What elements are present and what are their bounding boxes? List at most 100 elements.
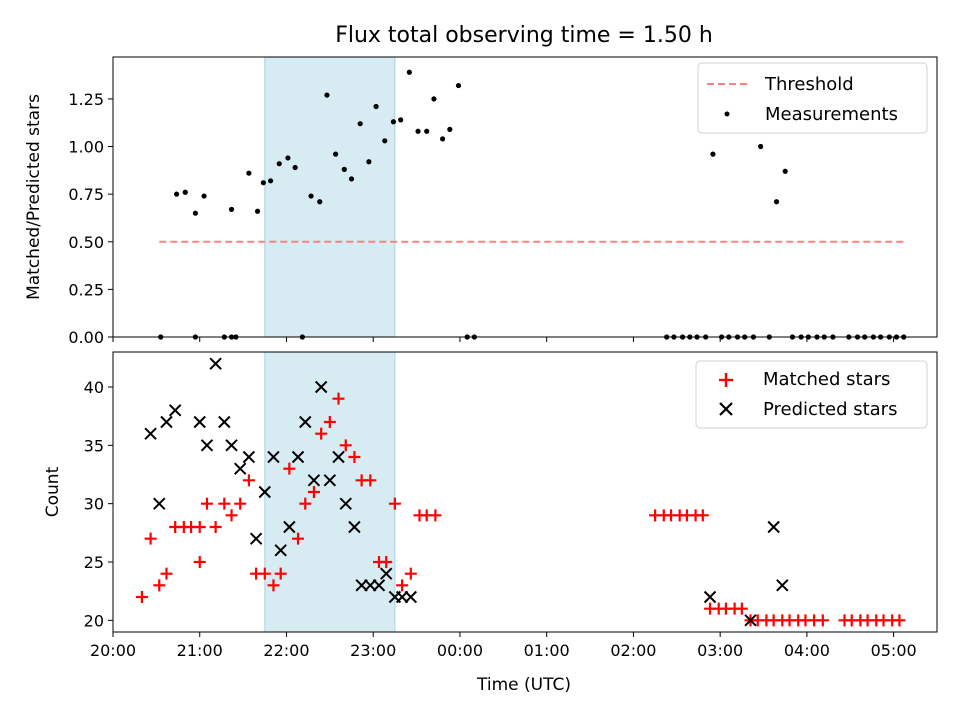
top-y-tick-label: 0.25	[68, 280, 104, 299]
measurement-point	[324, 92, 330, 98]
matched-star-point	[696, 509, 709, 522]
matched-star-point	[144, 532, 157, 545]
matched-star-point	[209, 521, 222, 533]
measurement-point	[267, 178, 274, 184]
legend-measurements-label: Measurements	[765, 104, 898, 125]
predicted-star-point	[168, 404, 182, 417]
predicted-star-point	[267, 450, 280, 464]
predicted-star-point	[404, 590, 418, 604]
matched-star-point	[292, 532, 305, 545]
measurement-point	[276, 161, 282, 167]
matched-star-point	[332, 392, 345, 405]
predicted-star-point	[200, 439, 214, 452]
measurement-point	[348, 176, 355, 182]
matched-star-point	[396, 579, 409, 592]
matched-star-point	[267, 579, 280, 592]
legend-threshold-label: Threshold	[764, 74, 854, 95]
top-y-tick-label: 0.50	[68, 233, 104, 252]
predicted-star-point	[307, 474, 321, 487]
x-axis-label: Time (UTC)	[476, 675, 571, 695]
matched-star-point	[893, 614, 906, 627]
bottom-x-tick-label: 20:00	[90, 641, 136, 660]
measurement-point	[382, 138, 388, 144]
measurement-point	[773, 199, 780, 205]
measurement-point	[260, 180, 266, 186]
measurement-point	[758, 143, 764, 150]
predicted-star-point	[380, 567, 393, 580]
matched-star-point	[193, 556, 206, 568]
predicted-star-point	[299, 415, 312, 429]
measurement-point	[366, 159, 372, 165]
measurement-point	[710, 151, 716, 157]
legend-predicted-label: Predicted stars	[763, 399, 897, 420]
measurement-point	[246, 170, 252, 176]
measurement-point	[192, 210, 198, 216]
bottom-y-tick-label: 30	[84, 495, 104, 514]
matched-star-point	[225, 509, 238, 522]
bottom-x-tick-label: 04:00	[784, 641, 830, 660]
matched-star-point	[193, 521, 206, 533]
measurement-point	[292, 164, 298, 171]
top-y-axis-label: Matched/Predicted stars	[24, 94, 44, 300]
top-panel: 0.00 0.25 0.50 0.75 1.00 1.25 Matched/Predict…	[24, 56, 938, 347]
bottom-x-tick-label: 03:00	[697, 641, 743, 660]
matched-star-point	[816, 614, 829, 627]
matched-star-point	[404, 567, 417, 580]
predicted-star-point	[274, 544, 287, 557]
bottom-y-tick-label: 25	[84, 553, 104, 572]
measurement-point	[341, 166, 347, 172]
legend-matched-swatch	[719, 373, 733, 387]
matched-star-point	[307, 486, 320, 498]
bottom-x-tick-label: 05:00	[871, 641, 917, 660]
measurement-point	[431, 96, 437, 102]
legend-measurements-swatch	[724, 111, 730, 117]
chart-title: Flux total observing time = 1.50 h	[335, 23, 713, 48]
top-legend: Threshold Measurements	[697, 62, 928, 134]
matched-star-point	[388, 497, 401, 510]
matched-star-point	[160, 567, 173, 580]
measurement-point	[406, 69, 412, 75]
matched-star-point	[274, 567, 287, 580]
predicted-star-point	[767, 520, 780, 534]
predicted-star-point	[153, 497, 166, 510]
bottom-y-tick-label: 20	[84, 611, 104, 630]
matched-star-point	[364, 474, 377, 487]
measurement-point	[440, 136, 446, 142]
bottom-y-tick-label: 40	[84, 378, 104, 397]
matched-star-point	[234, 497, 247, 510]
predicted-star-point	[209, 357, 222, 370]
bottom-x-tick-label: 01:00	[524, 641, 570, 660]
predicted-star-point	[372, 579, 386, 592]
matched-star-point	[348, 451, 361, 463]
bottom-x-tick-label: 02:00	[610, 641, 656, 660]
predicted-star-point	[291, 450, 305, 464]
predicted-star-point	[776, 579, 789, 592]
top-y-tick-label: 0.00	[68, 328, 104, 347]
measurement-point	[390, 119, 397, 125]
measurement-point	[357, 121, 363, 127]
matched-star-point	[258, 567, 271, 580]
bottom-x-tick-label: 00:00	[437, 641, 483, 660]
matched-star-point	[218, 497, 231, 510]
matched-star-point	[283, 462, 296, 475]
predicted-star-point	[218, 415, 231, 429]
legend-predicted-swatch	[719, 402, 733, 416]
matched-star-point	[323, 416, 336, 428]
matched-star-point	[242, 474, 255, 487]
bottom-shaded-region	[264, 351, 396, 633]
predicted-star-point	[193, 415, 206, 429]
predicted-star-point	[744, 614, 757, 627]
matched-star-point	[315, 427, 328, 440]
predicted-star-point	[249, 532, 263, 545]
measurement-point	[285, 155, 291, 161]
predicted-star-point	[283, 520, 296, 534]
top-y-tick-label: 1.00	[68, 138, 104, 157]
measurement-point	[182, 189, 188, 195]
bottom-panel: 20:00 21:00 22:00 23:00 00:00 01:00 02:00 03:00…	[43, 351, 938, 695]
measurement-point	[308, 193, 314, 199]
measurement-point	[398, 117, 404, 123]
measurement-point	[228, 206, 235, 212]
bottom-y-axis-label: Count	[43, 466, 63, 517]
top-y-tick-label: 1.25	[68, 90, 104, 109]
predicted-star-point	[348, 520, 361, 534]
